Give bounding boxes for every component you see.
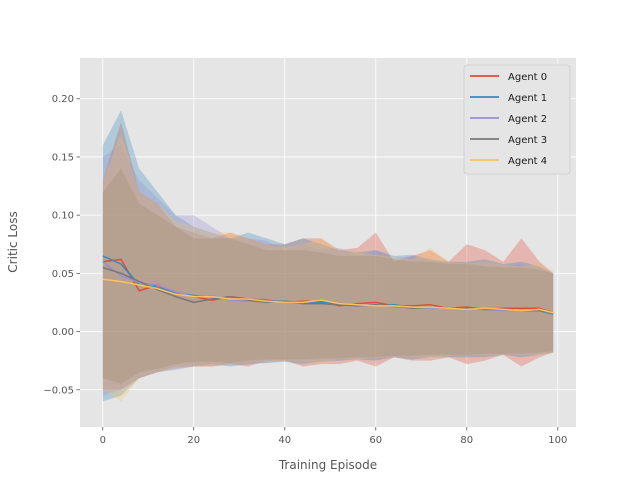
confidence-band xyxy=(102,168,554,384)
y-tick-label: −0.05 xyxy=(43,385,74,396)
y-tick-label: 0.05 xyxy=(52,269,74,280)
confidence-band xyxy=(102,145,554,396)
x-tick-label: 100 xyxy=(548,435,567,446)
x-tick-label: 20 xyxy=(187,435,200,446)
y-tick-label: 0.20 xyxy=(52,94,74,105)
y-axis-ticks: −0.05 0.00 0.05 0.10 0.15 0.20 xyxy=(43,94,80,396)
x-tick-label: 0 xyxy=(100,435,106,446)
confidence-bands xyxy=(102,110,554,402)
x-axis-label: Training Episode xyxy=(278,458,377,472)
x-tick-label: 60 xyxy=(369,435,382,446)
y-tick-label: 0.10 xyxy=(52,211,74,222)
legend-label: Agent 3 xyxy=(508,135,547,146)
confidence-band xyxy=(102,122,554,390)
y-tick-label: 0.15 xyxy=(52,152,74,163)
legend-label: Agent 2 xyxy=(508,114,547,125)
series-line xyxy=(102,278,554,314)
legend-label: Agent 0 xyxy=(508,72,547,83)
y-axis-label: Critic Loss xyxy=(6,211,20,272)
x-axis-ticks: 0 20 40 60 80 100 xyxy=(100,427,567,446)
x-tick-label: 40 xyxy=(278,435,291,446)
legend-box xyxy=(463,64,571,175)
legend-label: Agent 1 xyxy=(508,93,547,104)
x-tick-label: 80 xyxy=(460,435,473,446)
legend: Agent 0 Agent 1 Agent 2 Agent 3 Agent 4 xyxy=(463,64,571,175)
series-lines xyxy=(102,255,554,315)
y-tick-label: 0.00 xyxy=(52,327,74,338)
confidence-band xyxy=(102,110,554,402)
confidence-band xyxy=(102,133,554,402)
legend-label: Agent 4 xyxy=(508,156,547,167)
